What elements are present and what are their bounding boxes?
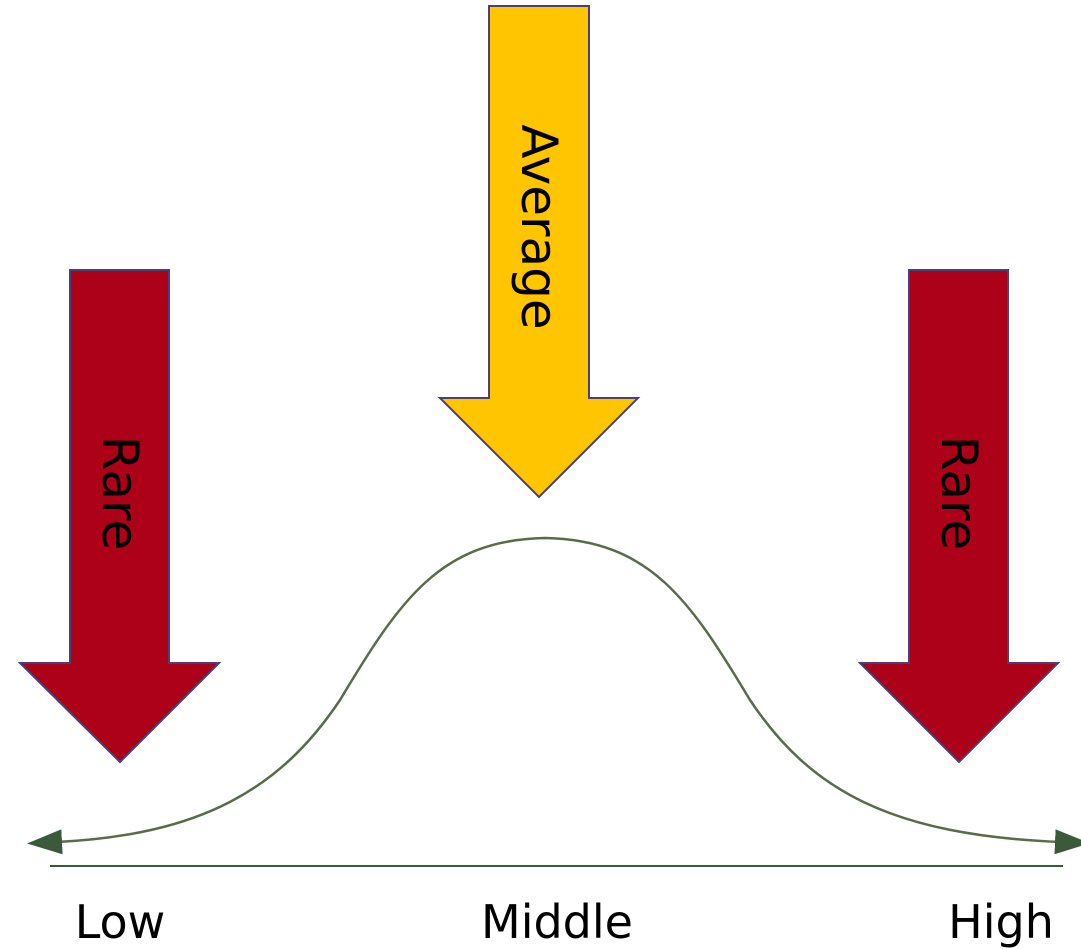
axis-label-low: Low xyxy=(75,895,166,949)
right-rare-arrow-label: Rare xyxy=(930,436,988,551)
left-rare-arrow: Rare xyxy=(17,269,222,764)
right-rare-arrow: Rare xyxy=(857,269,1061,764)
left-rare-arrow-label: Rare xyxy=(91,436,149,551)
center-average-arrow-shape xyxy=(437,5,641,499)
right-rare-arrow-shape xyxy=(857,269,1061,764)
axis-label-high: High xyxy=(948,895,1054,949)
left-rare-arrow-shape xyxy=(17,269,222,764)
bell-curve xyxy=(27,536,1081,855)
center-average-arrow: Average xyxy=(437,5,641,499)
center-average-arrow-label: Average xyxy=(510,124,568,329)
axis-label-middle: Middle xyxy=(481,895,633,949)
